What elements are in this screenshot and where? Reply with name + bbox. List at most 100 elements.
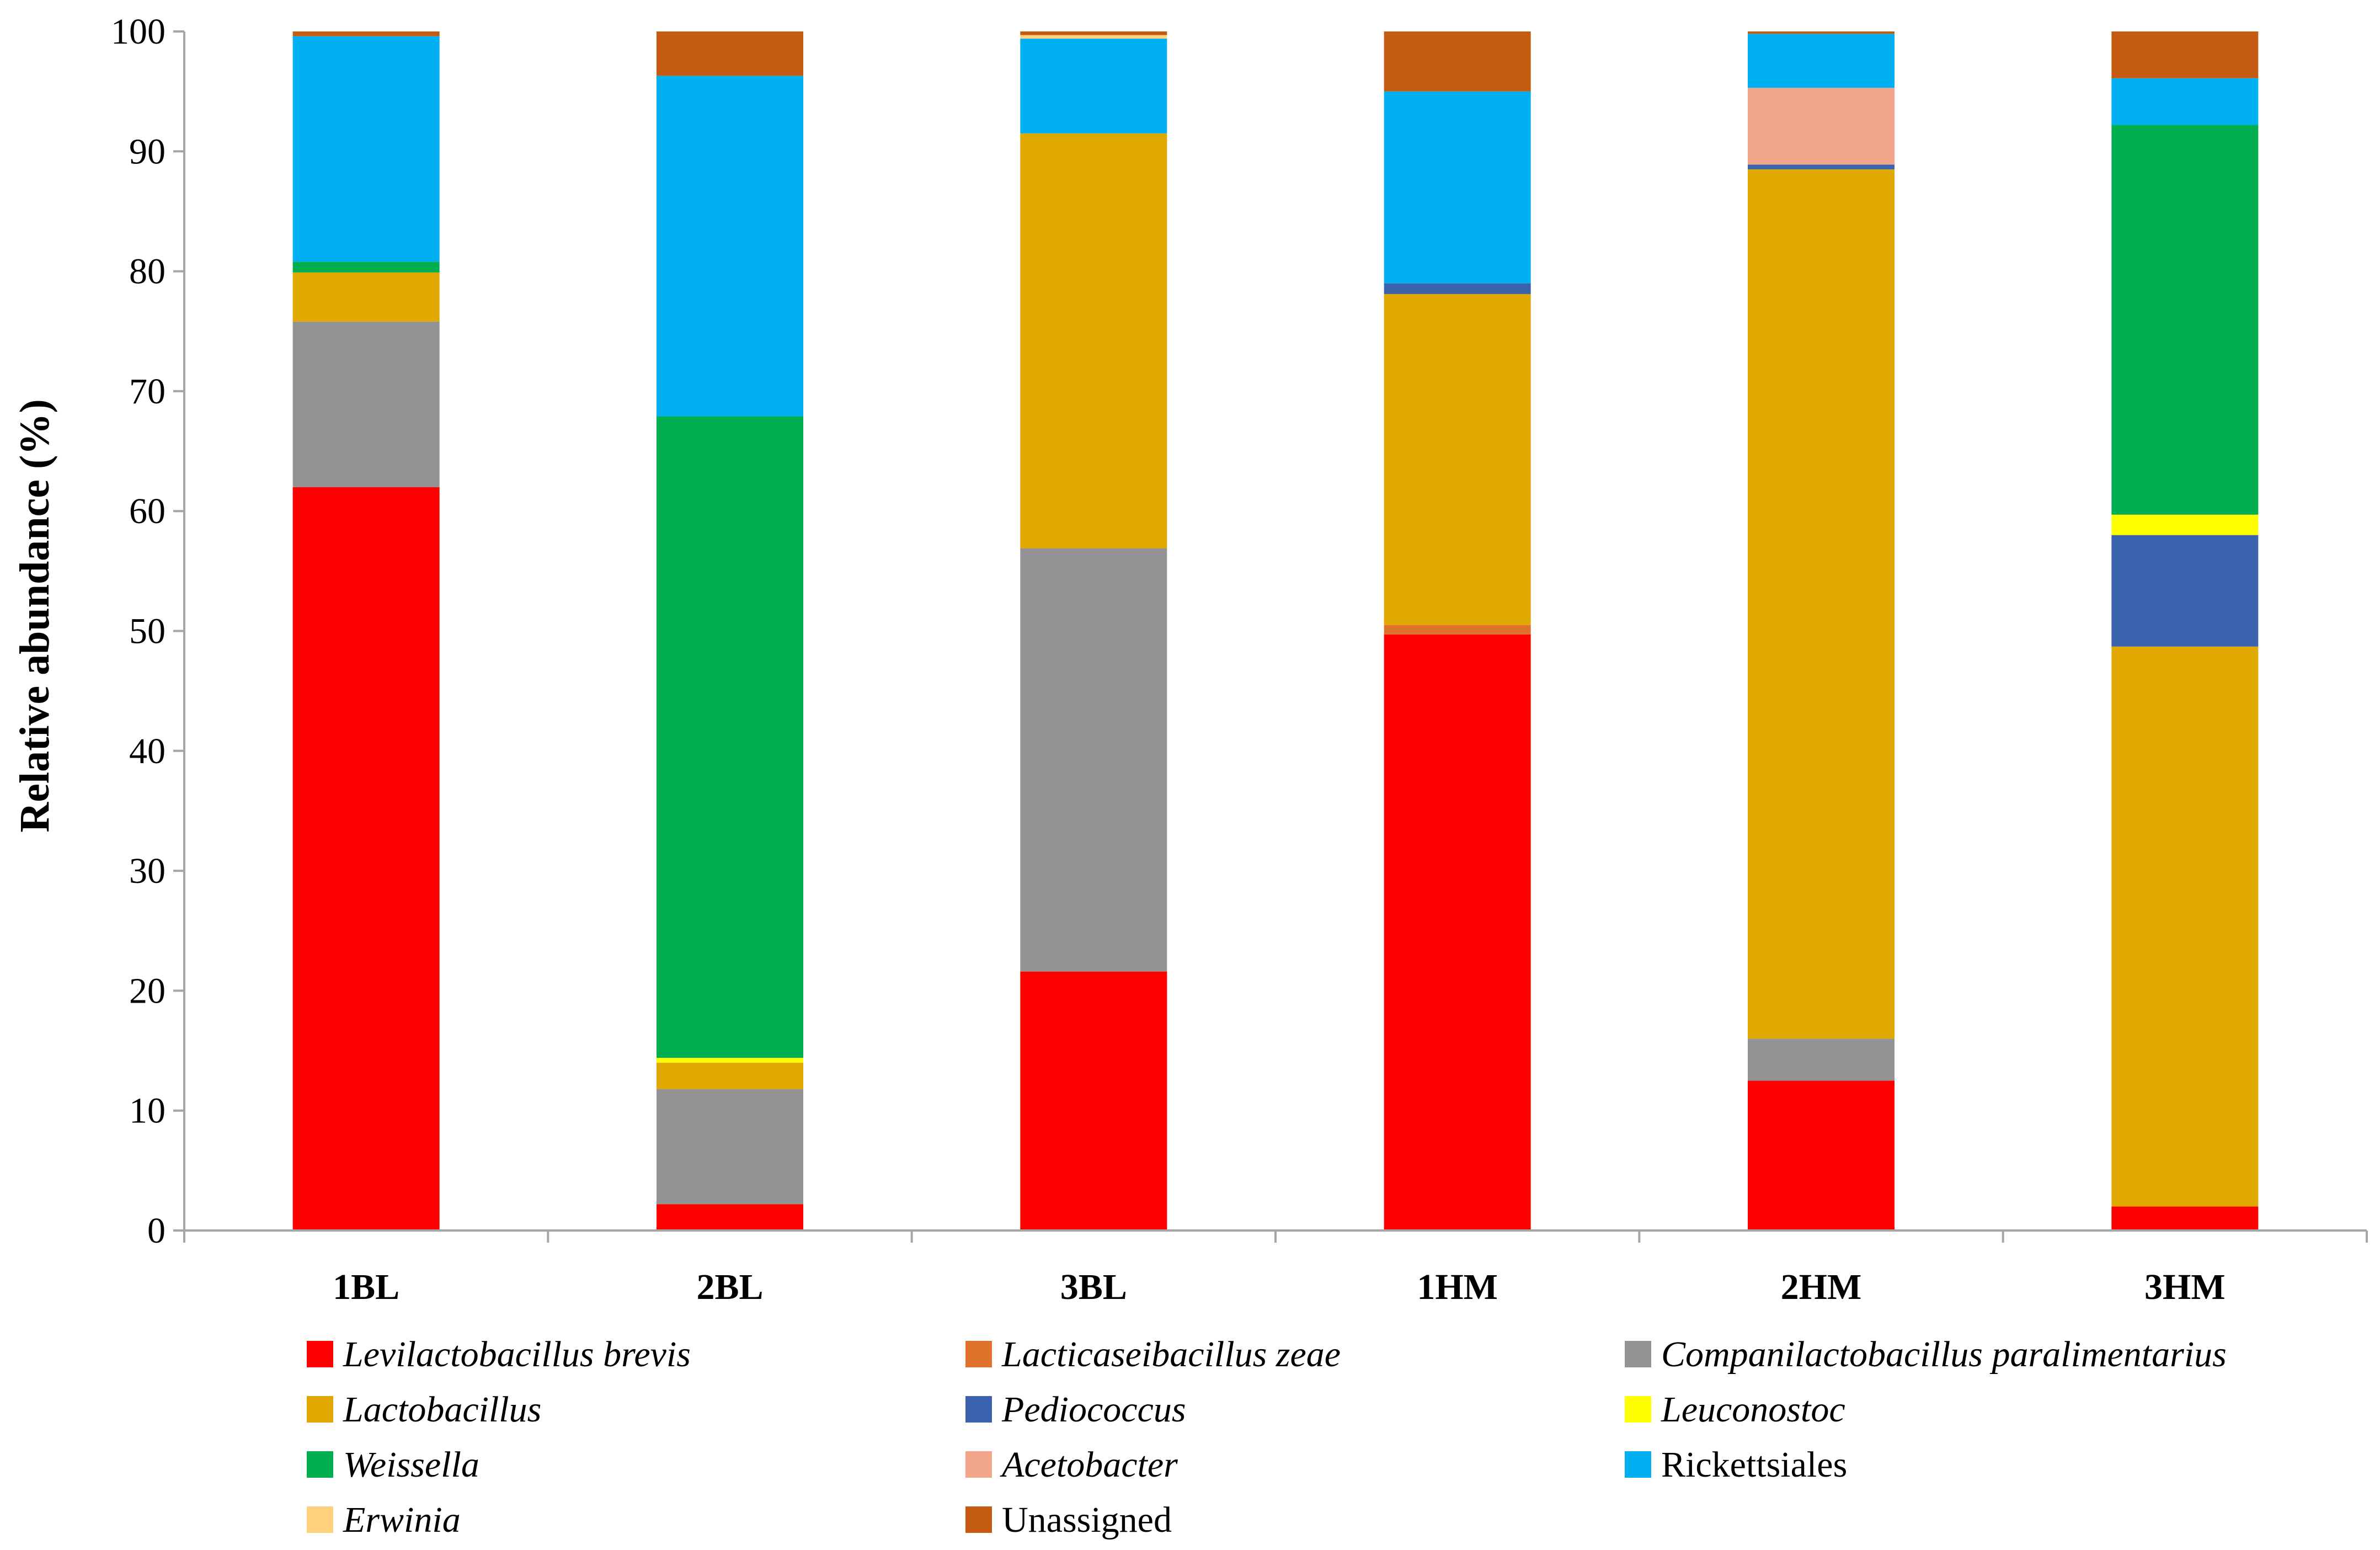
bar-stack-2hm: [1748, 31, 1895, 1231]
y-tick-label: 40: [129, 731, 166, 771]
legend-label: Lactobacillus: [343, 1389, 541, 1430]
y-tick-label: 80: [129, 252, 166, 292]
legend-label: Unassigned: [1002, 1500, 1172, 1540]
legend-entry: Leuconostoc: [1625, 1389, 1845, 1430]
bar-segment-1bl-lactobacillus: [292, 272, 440, 322]
bar-segment-2bl-levilactobacillus-brevis: [657, 1204, 803, 1231]
bar-segment-1hm-rickettsiales: [1384, 91, 1531, 284]
legend-label: Acetobacter: [1000, 1445, 1178, 1485]
bar-segment-3hm-weissella: [2111, 125, 2259, 515]
bar-stack-3hm: [2111, 31, 2259, 1231]
legend-swatch: [965, 1506, 992, 1533]
bar-segment-2bl-weissella: [657, 416, 803, 1058]
legend-label: Leuconostoc: [1661, 1389, 1845, 1430]
bar-stack-2bl: [657, 31, 803, 1231]
legend-label: Companilactobacillus paralimentarius: [1661, 1334, 2227, 1375]
bar-segment-3hm-levilactobacillus-brevis: [2111, 1206, 2259, 1231]
bar-segment-1bl-unassigned: [292, 31, 440, 36]
bar-segment-3hm-pediococcus: [2111, 535, 2259, 647]
y-tick-label: 90: [129, 131, 166, 172]
y-tick-label: 20: [129, 971, 166, 1011]
bar-segment-3bl-companilactobacillus-paralimentarius: [1020, 548, 1167, 972]
legend-entry: Lacticaseibacillus zeae: [965, 1334, 1341, 1375]
bar-segment-1bl-rickettsiales: [292, 36, 440, 262]
bar-segment-1hm-levilactobacillus-brevis: [1384, 635, 1531, 1231]
bar-segment-1bl-weissella: [292, 262, 440, 273]
y-axis-title: Relative abundance (%): [12, 399, 58, 832]
legend-label: Levilactobacillus brevis: [343, 1334, 691, 1375]
legend-label: Pediococcus: [1001, 1389, 1186, 1430]
bar-segment-3bl-unassigned: [1020, 31, 1167, 35]
bar-segment-2bl-leuconostoc: [657, 1058, 803, 1063]
bar-segment-2bl-unassigned: [657, 31, 803, 76]
bar-segment-1hm-unassigned: [1384, 31, 1531, 92]
x-tick-label: 3HM: [2144, 1267, 2226, 1307]
legend-swatch: [307, 1451, 333, 1478]
bar-segment-3hm-unassigned: [2111, 31, 2259, 78]
legend-entry: Erwinia: [307, 1500, 461, 1540]
bar-segment-2hm-rickettsiales: [1748, 34, 1895, 88]
bar-segment-1bl-levilactobacillus-brevis: [292, 487, 440, 1231]
x-tick-label: 3BL: [1060, 1267, 1127, 1307]
legend-swatch: [307, 1341, 333, 1367]
bar-segment-2hm-unassigned: [1748, 31, 1895, 34]
bar-segment-2bl-lactobacillus: [657, 1062, 803, 1089]
bar-segment-2hm-acetobacter: [1748, 88, 1895, 165]
bars-layer: [292, 31, 2259, 1231]
legend-entry: Pediococcus: [965, 1389, 1186, 1430]
bar-segment-2hm-levilactobacillus-brevis: [1748, 1080, 1895, 1231]
x-tick-label: 2BL: [696, 1267, 763, 1307]
bar-stack-1hm: [1384, 31, 1531, 1231]
legend-label: Weissella: [343, 1445, 479, 1485]
legend: Levilactobacillus brevis Lacticaseibacill…: [307, 1334, 2227, 1540]
y-tick-label: 30: [129, 851, 166, 891]
legend-swatch: [307, 1506, 333, 1533]
x-tick-label: 1HM: [1417, 1267, 1498, 1307]
legend-swatch: [1625, 1341, 1651, 1367]
x-tick-label: 1BL: [333, 1267, 399, 1307]
bar-segment-3bl-erwinia: [1020, 35, 1167, 39]
bar-segment-2bl-companilactobacillus-paralimentarius: [657, 1089, 803, 1205]
legend-entry: Rickettsiales: [1625, 1445, 1847, 1485]
legend-swatch: [307, 1396, 333, 1423]
legend-swatch: [965, 1451, 992, 1478]
x-tick-label: 2HM: [1781, 1267, 1862, 1307]
legend-swatch: [965, 1341, 992, 1367]
y-tick-label: 50: [129, 611, 166, 652]
bar-segment-3hm-rickettsiales: [2111, 78, 2259, 125]
bar-segment-3bl-rickettsiales: [1020, 39, 1167, 134]
legend-swatch: [1625, 1396, 1651, 1423]
bar-segment-2hm-pediococcus: [1748, 164, 1895, 169]
bar-segment-2hm-companilactobacillus-paralimentarius: [1748, 1038, 1895, 1081]
bar-stack-3bl: [1020, 31, 1167, 1231]
legend-label: Erwinia: [343, 1500, 461, 1540]
y-tick-label: 70: [129, 371, 166, 412]
legend-entry: Levilactobacillus brevis: [307, 1334, 691, 1375]
legend-entry: Lactobacillus: [307, 1389, 541, 1430]
y-tick-label: 10: [129, 1091, 166, 1131]
legend-swatch: [1625, 1451, 1651, 1478]
bar-segment-3bl-lactobacillus: [1020, 133, 1167, 548]
bar-segment-1hm-pediococcus: [1384, 283, 1531, 294]
bar-segment-1hm-lactobacillus: [1384, 294, 1531, 625]
legend-entry: Weissella: [307, 1445, 479, 1485]
bar-segment-1bl-companilactobacillus-paralimentarius: [292, 321, 440, 487]
bar-segment-1hm-lacticaseibacillus-zeae: [1384, 625, 1531, 635]
bar-segment-2hm-lactobacillus: [1748, 169, 1895, 1039]
legend-entry: Acetobacter: [965, 1445, 1178, 1485]
legend-swatch: [965, 1396, 992, 1423]
bar-segment-3hm-leuconostoc: [2111, 514, 2259, 535]
legend-label: Rickettsiales: [1661, 1445, 1847, 1485]
y-tick-label: 0: [147, 1211, 166, 1251]
bar-segment-2bl-rickettsiales: [657, 76, 803, 417]
legend-label: Lacticaseibacillus zeae: [1001, 1334, 1341, 1375]
legend-entry: Companilactobacillus paralimentarius: [1625, 1334, 2227, 1375]
bar-segment-3bl-levilactobacillus-brevis: [1020, 971, 1167, 1231]
bar-segment-3hm-lactobacillus: [2111, 646, 2259, 1207]
legend-entry: Unassigned: [965, 1500, 1172, 1540]
bar-stack-1bl: [292, 31, 440, 1231]
axes-layer: 0 10 20 30 40 50 60 70 80 90 100 1BL 2BL 3BL 1HM 2HM 3HM: [111, 12, 2368, 1307]
y-tick-label: 60: [129, 491, 166, 531]
y-tick-label: 100: [111, 12, 166, 52]
